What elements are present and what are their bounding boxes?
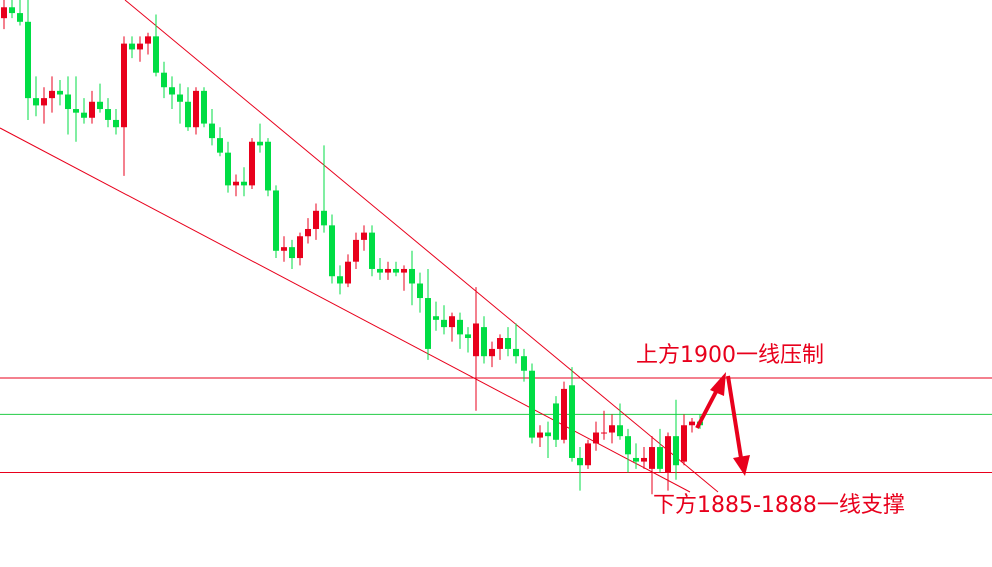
- candle-body: [489, 348, 495, 357]
- arrow-head: [733, 455, 750, 476]
- candle-body: [97, 101, 103, 110]
- candle-body: [641, 457, 647, 462]
- candle-body: [9, 7, 15, 14]
- candle-body: [385, 268, 391, 273]
- candle-body: [625, 436, 631, 455]
- candle-body: [681, 425, 687, 462]
- candle-body: [337, 276, 343, 284]
- candle-body: [513, 348, 519, 357]
- candles: [1, 0, 703, 495]
- candle-body: [449, 316, 455, 328]
- candle-body: [457, 319, 463, 335]
- candle-body: [417, 283, 423, 299]
- candle-body: [361, 232, 367, 240]
- candle-body: [673, 436, 679, 466]
- candle-body: [81, 112, 87, 118]
- candle-body: [553, 403, 559, 440]
- candle-body: [33, 98, 39, 106]
- candle-body: [497, 338, 503, 349]
- candle-body: [49, 90, 55, 99]
- levels: [0, 377, 992, 473]
- candle-body: [225, 152, 231, 186]
- candle-body: [689, 421, 695, 426]
- candle-body: [17, 13, 23, 22]
- candle-body: [145, 36, 151, 44]
- candle-body: [425, 298, 431, 349]
- candle-body: [161, 72, 167, 88]
- arrow-head: [710, 372, 726, 396]
- candle-body: [297, 236, 303, 259]
- candle-body: [345, 261, 351, 284]
- candle-body: [217, 138, 223, 153]
- candle-body: [633, 457, 639, 462]
- candle-body: [121, 43, 127, 128]
- candle-body: [281, 247, 287, 251]
- candle-body: [257, 141, 263, 146]
- candle-body: [265, 141, 271, 191]
- candle-body: [65, 94, 71, 110]
- candle-body: [353, 239, 359, 262]
- candle-body: [545, 432, 551, 437]
- candle-body: [441, 319, 447, 328]
- candle-body: [137, 43, 143, 50]
- trend-line-upper: [124, 0, 719, 493]
- candle-body: [481, 327, 487, 357]
- candle-body: [401, 268, 407, 273]
- candle-body: [273, 190, 279, 251]
- candle-body: [433, 316, 439, 320]
- candle-body: [369, 232, 375, 269]
- candle-body: [657, 447, 663, 469]
- candle-body: [57, 90, 63, 95]
- candle-body: [585, 443, 591, 466]
- annotation: 上方1900一线压制: [636, 343, 824, 368]
- candle-body: [569, 385, 575, 458]
- candle-body: [169, 87, 175, 95]
- candle-body: [193, 90, 199, 128]
- candle-body: [409, 268, 415, 284]
- candle-body: [305, 228, 311, 237]
- candle-body: [321, 210, 327, 226]
- candle-body: [185, 101, 191, 128]
- candle-body: [593, 432, 599, 444]
- candle-body: [41, 98, 47, 106]
- candle-body: [113, 119, 119, 128]
- candle-body: [393, 268, 399, 273]
- candle-body: [233, 181, 239, 186]
- candle-body: [665, 436, 671, 473]
- candle-body: [201, 90, 207, 124]
- candle-body: [241, 181, 247, 186]
- candle-body: [617, 425, 623, 437]
- candle-body: [649, 447, 655, 469]
- candle-body: [249, 141, 255, 186]
- candle-body: [505, 338, 511, 349]
- candle-body: [601, 432, 607, 434]
- arrow-down: [726, 375, 743, 459]
- annotation: 下方1885-1888一线支撑: [653, 493, 905, 518]
- candle-body: [105, 109, 111, 120]
- candle-body: [521, 356, 527, 371]
- candle-body: [153, 36, 159, 73]
- candle-body: [289, 247, 295, 259]
- candle-body: [473, 323, 479, 357]
- candle-body: [529, 370, 535, 438]
- arrow-up: [695, 387, 720, 429]
- candle-body: [329, 225, 335, 277]
- candle-body: [377, 268, 383, 273]
- candle-body: [209, 123, 215, 139]
- candle-body: [129, 43, 135, 50]
- candle-body: [561, 388, 567, 440]
- candle-body: [25, 21, 31, 99]
- candle-body: [577, 457, 583, 466]
- candle-body: [537, 432, 543, 438]
- candle-body: [73, 109, 79, 113]
- arrows: [695, 372, 750, 476]
- candle-body: [313, 210, 319, 229]
- candle-body: [1, 7, 7, 19]
- candle-body: [609, 425, 615, 433]
- candle-body: [465, 334, 471, 339]
- candle-body: [177, 94, 183, 102]
- candle-body: [89, 101, 95, 118]
